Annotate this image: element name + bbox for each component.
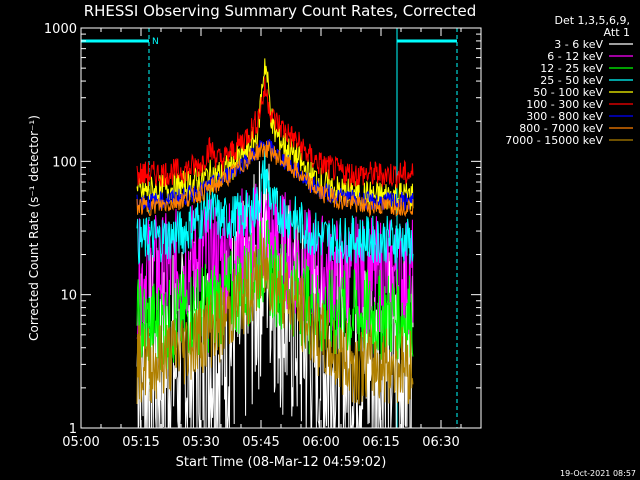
legend-label: 25 - 50 keV [540,74,603,87]
x-tick-label: 05:30 [182,435,219,450]
y-tick-label: 1000 [44,22,77,37]
series-line-7 [136,138,414,212]
legend-label: 12 - 25 keV [540,62,603,75]
y-tick-label: 10 [60,289,77,304]
legend-label: 800 - 7000 keV [519,122,603,135]
series-line-8 [136,140,414,218]
legend-label: 3 - 6 keV [554,38,603,51]
x-tick-label: 05:15 [122,435,159,450]
series-line-6 [136,77,414,190]
legend-label: 50 - 100 keV [533,86,603,99]
x-tick-label: 05:45 [242,435,279,450]
x-tick-label: 06:00 [302,435,339,450]
timestamp: 19-Oct-2021 08:57 [560,469,636,478]
series-line-5 [136,58,414,212]
y-tick-label: 100 [52,155,77,170]
series-line-9 [136,233,414,405]
legend-label: 300 - 800 keV [526,110,603,123]
legend-header: Det 1,3,5,6,9, [554,14,630,27]
x-tick-label: 06:30 [422,435,459,450]
y-axis-title: Corrected Count Rate (s⁻¹ detector⁻¹) [27,115,41,341]
chart-title: RHESSI Observing Summary Count Rates, Co… [84,2,477,20]
legend-label: 7000 - 15000 keV [505,134,603,147]
night-label: N [152,37,159,47]
x-tick-label: 05:00 [62,435,99,450]
x-tick-label: 06:15 [362,435,399,450]
x-axis-title: Start Time (08-Mar-12 04:59:02) [176,455,387,470]
legend-label: 6 - 12 keV [547,50,603,63]
series-line-4 [136,151,414,265]
y-tick-label: 1 [69,422,77,437]
series-line-3 [136,219,414,371]
legend-label: 100 - 300 keV [526,98,603,111]
legend-header: Att 1 [604,26,630,39]
